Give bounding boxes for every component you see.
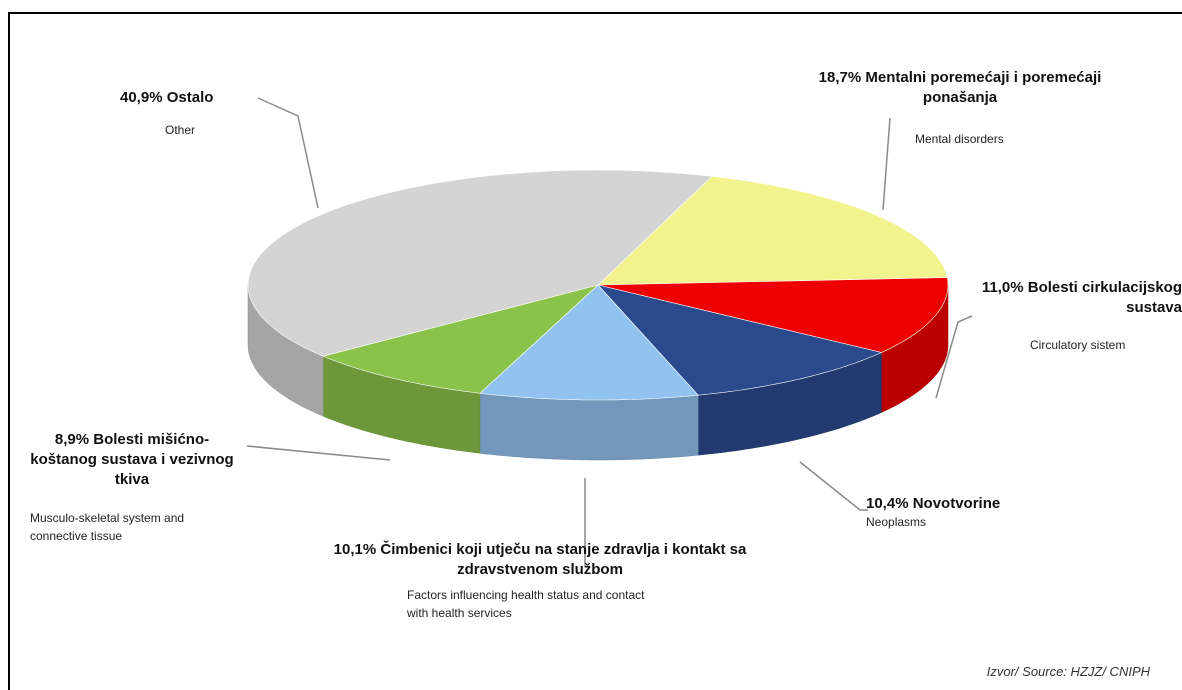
slice-label: 8,9% Bolesti mišićno-koštanog sustava i … (22, 430, 242, 490)
slice (597, 175, 948, 286)
value-label: 10,1% (333, 541, 377, 558)
english-label: Circulatory sistem (1030, 338, 1126, 352)
source: Izvor/ Source: HZJZ/ CNIPH (986, 664, 1150, 679)
leader-line (882, 117, 891, 211)
leader-line (246, 445, 391, 461)
category-label: Bolesti cirkulacijskog sustava (1027, 279, 1182, 316)
category-label: Mentalni poremećaji i poremećaji ponašan… (865, 69, 1102, 106)
slice-side (479, 393, 699, 461)
english-label: Neoplasms (866, 515, 927, 529)
leader-line (935, 315, 973, 399)
slice (247, 169, 713, 357)
slice (479, 284, 699, 401)
slice-label: 10,1% Čimbenici koji utječu na stanje zd… (330, 540, 750, 580)
slice (597, 277, 949, 353)
category-label: Novotvorine (912, 495, 1001, 512)
value-label: 18,7% (818, 69, 862, 86)
category-label: Ostalo (166, 89, 214, 106)
slice-label: 40,9% Ostalo (120, 88, 280, 108)
slice (597, 284, 883, 396)
category-label: Bolesti mišićno-koštanog sustava i veziv… (30, 431, 234, 488)
english-label: Musculo-skeletal system and connective t… (30, 511, 185, 543)
value-label: 8,9% (54, 431, 90, 448)
english-label: Other (165, 123, 196, 137)
leader-line (799, 461, 868, 511)
value-label: 40,9% (120, 89, 163, 106)
frame (8, 12, 1182, 690)
value-label: 11,0% (981, 279, 1024, 296)
english-label: Mental disorders (915, 132, 1004, 146)
slice-label: 11,0% Bolesti cirkulacijskog sustava (950, 278, 1182, 318)
value-label: 10,4% (866, 495, 909, 512)
leader-line (257, 97, 319, 209)
slice-label: 10,4% Novotvorine (866, 494, 1066, 514)
slice (322, 284, 599, 394)
slice-label: 18,7% Mentalni poremećaji i poremećaji p… (780, 68, 1140, 108)
category-label: Čimbenici koji utječu na stanje zdravlja… (380, 541, 747, 578)
english-label: Factors influencing health status and co… (407, 588, 645, 620)
